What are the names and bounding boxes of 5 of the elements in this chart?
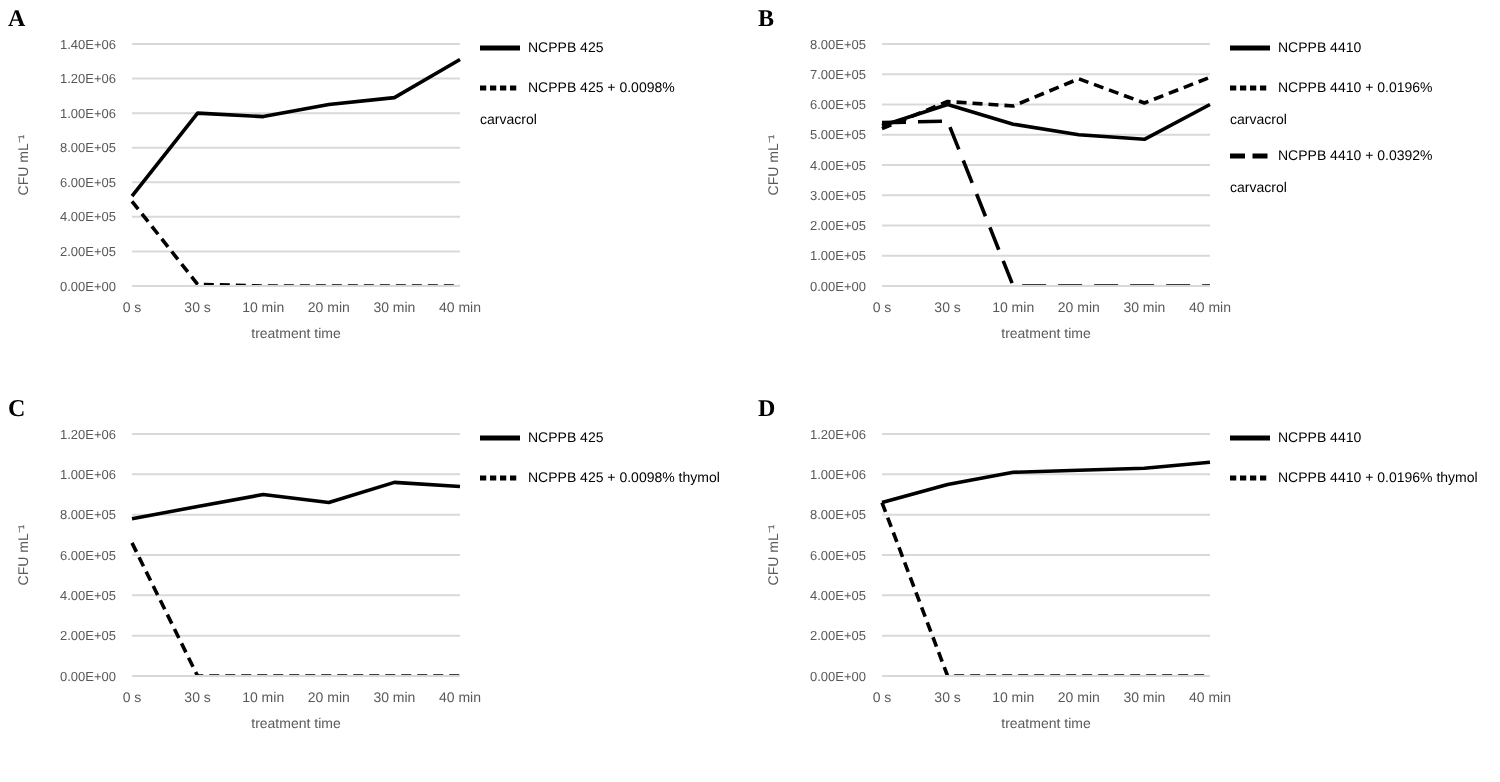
chart-title: C [8, 394, 26, 424]
chart-title: D [758, 394, 776, 424]
chart-title: B [758, 4, 775, 34]
chart-title: A [8, 4, 26, 34]
line-series [130, 480, 462, 521]
